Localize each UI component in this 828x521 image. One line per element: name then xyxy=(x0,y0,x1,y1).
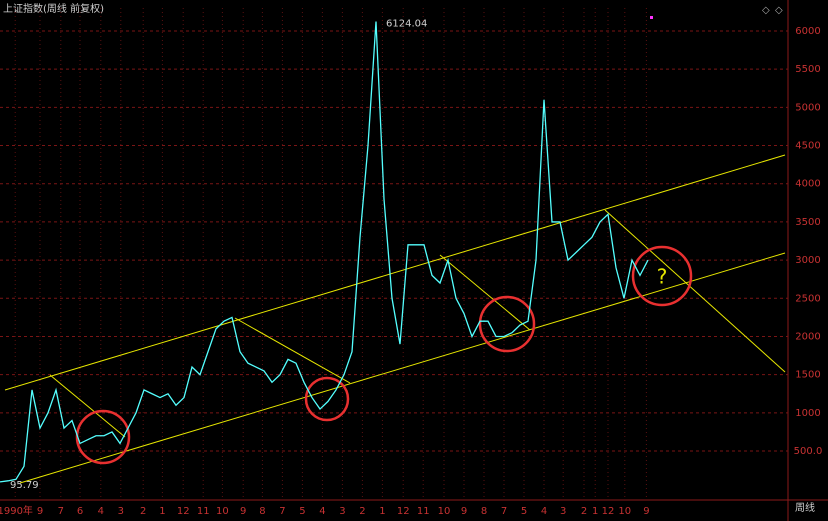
price-line xyxy=(0,21,649,483)
trend-line xyxy=(49,374,126,438)
y-tick-label: 4000 xyxy=(795,179,820,190)
x-tick-label: 9 xyxy=(643,506,649,517)
x-tick-label: 1 xyxy=(379,506,385,517)
x-tick-label: 12 xyxy=(397,506,410,517)
x-tick-label: 12 xyxy=(602,506,615,517)
x-tick-label: 4 xyxy=(541,506,547,517)
x-tick-label: 9 xyxy=(461,506,467,517)
x-tick-label: 10 xyxy=(618,506,631,517)
highlight-circle xyxy=(304,376,350,422)
trend-line xyxy=(19,252,786,484)
trend-line xyxy=(439,254,531,331)
chart-title: 上证指数(周线 前复权) xyxy=(3,2,104,15)
grid xyxy=(0,8,788,500)
x-tick-label: 7 xyxy=(58,506,64,517)
y-tick-label: 2500 xyxy=(795,293,820,304)
trend-lines xyxy=(4,154,786,484)
x-tick-label: 5 xyxy=(521,506,527,517)
x-tick-label: 8 xyxy=(259,506,265,517)
icon[interactable]: ◇ xyxy=(775,5,783,16)
trend-line xyxy=(604,209,786,373)
x-tick-label: 5 xyxy=(299,506,305,517)
y-tick-label: 3000 xyxy=(795,255,820,266)
x-tick-label: 3 xyxy=(560,506,566,517)
circles xyxy=(75,245,693,465)
x-tick-label: 1990年 xyxy=(0,504,33,517)
period-label: 周线 xyxy=(795,501,815,514)
y-tick-label: 5000 xyxy=(795,102,820,113)
x-tick-label: 7 xyxy=(279,506,285,517)
x-tick-label: 1 xyxy=(159,506,165,517)
y-tick-label: 4500 xyxy=(795,141,820,152)
y-tick-label: 1000 xyxy=(795,408,820,419)
x-tick-label: 2 xyxy=(359,506,365,517)
icon[interactable]: ◇ xyxy=(762,5,770,16)
y-tick-label: 1500 xyxy=(795,370,820,381)
x-tick-label: 11 xyxy=(417,506,430,517)
max-label: 6124.04 xyxy=(386,19,427,30)
x-tick-label: 7 xyxy=(501,506,507,517)
x-tick-label: 9 xyxy=(37,506,43,517)
question-mark: ? xyxy=(657,265,668,289)
x-tick-label: 9 xyxy=(240,506,246,517)
highlight-circle xyxy=(631,245,693,307)
x-tick-label: 1 xyxy=(592,506,598,517)
x-tick-label: 4 xyxy=(319,506,325,517)
trend-line xyxy=(4,154,786,391)
x-tick-label: 10 xyxy=(438,506,451,517)
min-label: 95.79 xyxy=(10,480,39,491)
y-tick-label: 6000 xyxy=(795,26,820,37)
highlight-circle xyxy=(478,295,536,353)
x-tick-label: 3 xyxy=(118,506,124,517)
x-tick-label: 2 xyxy=(140,506,146,517)
marker xyxy=(650,16,653,19)
trend-line xyxy=(234,317,351,384)
x-tick-label: 3 xyxy=(339,506,345,517)
x-tick-label: 11 xyxy=(197,506,210,517)
y-tick-label: 3500 xyxy=(795,217,820,228)
x-tick-label: 10 xyxy=(216,506,229,517)
x-tick-label: 4 xyxy=(98,506,104,517)
y-tick-label: 500.0 xyxy=(794,446,823,457)
x-tick-label: 6 xyxy=(77,506,83,517)
x-tick-label: 2 xyxy=(581,506,587,517)
x-tick-label: 12 xyxy=(177,506,190,517)
y-tick-label: 5500 xyxy=(795,64,820,75)
x-tick-label: 8 xyxy=(481,506,487,517)
highlight-circle xyxy=(75,409,131,465)
y-tick-label: 2000 xyxy=(795,331,820,342)
